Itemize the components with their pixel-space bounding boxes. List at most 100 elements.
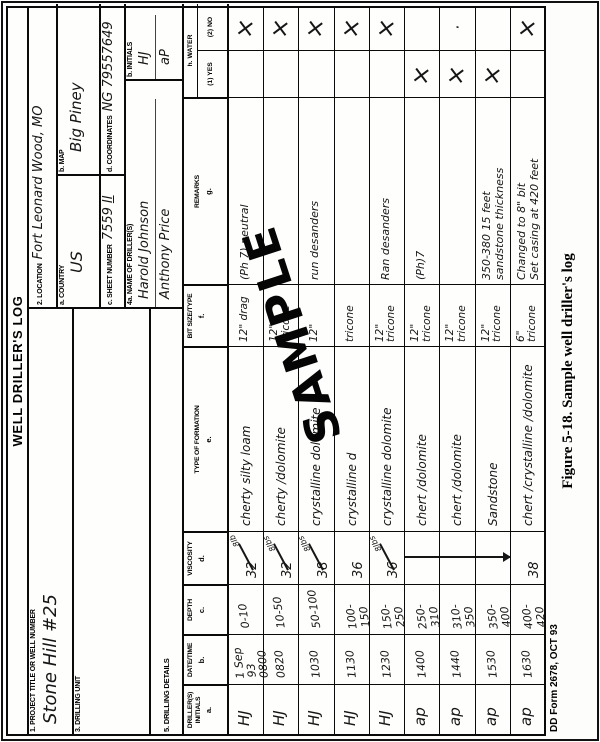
cell-datetime: 0820	[264, 634, 299, 684]
cell-no: ×	[264, 4, 298, 50]
drillers-names-cell: 4a. NAME OF DRILLER(S) Harold Johnson An…	[126, 79, 184, 307]
table-row: ap 1530 350-400 Sandstone 12" tricone 350-380 …	[475, 8, 513, 734]
cell-no: ×	[229, 4, 263, 50]
cell-no	[476, 4, 510, 50]
cell-initials: ap	[405, 684, 440, 734]
cell-visc: 368lbs	[367, 531, 405, 584]
initials-cell: b. INITIALS HJ aP	[126, 4, 184, 79]
header-water-label: h. WATER	[184, 4, 198, 97]
cell-remarks: Ran desanders	[369, 97, 405, 284]
form-number: DD Form 2678, OCT 93	[549, 624, 560, 732]
map-label: b. MAP	[59, 149, 66, 172]
cell-remarks: (Ph)7	[405, 97, 440, 284]
cell-no: ×	[511, 4, 545, 50]
water-no-mark: ×	[229, 16, 261, 41]
figure-caption: Figure 5-18. Sample well driller's log	[560, 253, 576, 489]
cell-bit: 12" tricone	[405, 284, 440, 346]
drilling-details-cell: 5. DRILLING DETAILS	[151, 307, 184, 734]
header-water-no: (2) NO	[207, 16, 214, 38]
water-no-mark: ×	[511, 16, 542, 41]
water-yes-mark: ×	[405, 63, 437, 88]
cell-visc: 328lbs	[262, 531, 299, 584]
cell-visc: 328lb	[228, 531, 264, 584]
cell-datetime: 1440	[440, 634, 475, 684]
cell-formation: Sandstone	[475, 346, 510, 531]
cell-datetime: 1 Sep 93 0800	[229, 634, 271, 684]
driller-name-2: Anthony Price	[158, 208, 173, 299]
initials-label: b. INITIALS	[127, 41, 134, 77]
cell-remarks: 350-380 15 feet sandstone thickness	[475, 97, 510, 284]
cell-no: ·	[440, 4, 474, 50]
cell-formation: chert /crystalline /dolomite	[510, 346, 545, 531]
cell-initials: HJ	[369, 684, 405, 734]
drilling-details-label: 5. DRILLING DETAILS	[162, 658, 171, 732]
cell-yes	[334, 50, 369, 97]
project-title-label: 1. PROJECT TITLE OR WELL NUMBER	[30, 609, 37, 732]
cell-datetime: 1130	[334, 634, 369, 684]
drilling-unit-cell: 3. DRILLING UNIT	[74, 307, 151, 734]
cell-datetime: 1230	[369, 634, 405, 684]
location-cell: 2. LOCATION Fort Leonard Wood, MO	[29, 4, 58, 307]
header-formation: TYPE OF FORMATION e.	[184, 346, 229, 531]
cell-depth: 150-250	[369, 584, 407, 634]
project-title-value: Stone Hill #25	[40, 594, 61, 724]
coordinates-cell: d. COORDINATES NG 79557649	[101, 4, 126, 174]
cell-remarks	[334, 97, 369, 284]
cell-no: ×	[370, 4, 404, 50]
cell-yes: ×	[475, 50, 510, 97]
table-row: ap 1440 310-350 chert /dolomite 12" tricone × ·	[440, 8, 478, 734]
cell-depth: 350-400	[475, 584, 513, 634]
cell-no: ×	[299, 4, 333, 50]
cell-depth: 0-10	[229, 584, 264, 634]
country-value: US	[67, 251, 86, 273]
drilling-unit-label: 3. DRILLING UNIT	[75, 676, 82, 732]
cell-visc	[405, 531, 440, 584]
cell-visc: 38 8lbs	[297, 531, 334, 584]
header-datetime: DATE/TIME b.	[184, 634, 229, 684]
header-viscosity: VISCOSITY d.	[184, 531, 229, 584]
cell-yes	[510, 50, 545, 97]
cell-formation: chert /dolomite	[405, 346, 440, 531]
cell-depth: 50-100	[299, 584, 334, 634]
cell-formation: cherty silty loam	[229, 346, 264, 531]
cell-visc: 36	[334, 531, 369, 584]
cell-formation: crystalline d	[334, 346, 369, 531]
cell-initials: ap	[440, 684, 475, 734]
header-depth: DEPTH c.	[184, 584, 229, 634]
cell-remarks: Changed to 8" bit Set casing at 420 feet	[510, 97, 545, 284]
form-title: WELL DRILLER'S LOG	[8, 8, 29, 734]
coordinates-label: d. COORDINATES	[107, 115, 114, 172]
map-cell: b. MAP Big Piney	[58, 4, 101, 174]
water-yes-mark: ×	[476, 63, 507, 88]
cell-yes	[229, 50, 264, 97]
header-water-yes: (1) YES	[198, 50, 227, 97]
sheet-number-label: c. SHEET NUMBER	[107, 244, 114, 305]
header-remarks: REMARKS g.	[184, 97, 229, 284]
initials-value-2: aP	[158, 49, 173, 65]
drillers-names-label: 4a. NAME OF DRILLER(S)	[127, 223, 134, 305]
cell-initials: HJ	[264, 684, 299, 734]
cell-initials: HJ	[299, 684, 334, 734]
water-no-mark: ×	[335, 16, 366, 41]
cell-bit: 12" tricone	[369, 284, 405, 346]
cell-depth: 10-50	[264, 584, 299, 634]
cell-datetime: 1030	[299, 634, 334, 684]
sheet-number-roman: II	[101, 195, 116, 204]
cell-no: ×	[335, 4, 369, 50]
cell-bit: 6" tricone	[510, 284, 545, 346]
location-value: Fort Leonard Wood, MO	[31, 105, 46, 260]
map-value: Big Piney	[67, 82, 85, 152]
cell-datetime: 1630	[510, 634, 545, 684]
cell-depth: 310-350	[440, 584, 478, 634]
country-cell: a. COUNTRY US	[58, 174, 101, 307]
coordinates-value: NG 79557649	[101, 21, 116, 112]
cell-datetime: 1530	[475, 634, 510, 684]
header-drillers-initials: DRILLER(S) INITIALS a.	[184, 684, 229, 734]
water-no-mark: ×	[299, 16, 331, 41]
table-row: ap 1400 250-310 chert /dolomite 12" tricone (P…	[405, 8, 443, 734]
cell-visc	[440, 531, 475, 584]
sheet-number-value: 7559	[101, 207, 116, 241]
